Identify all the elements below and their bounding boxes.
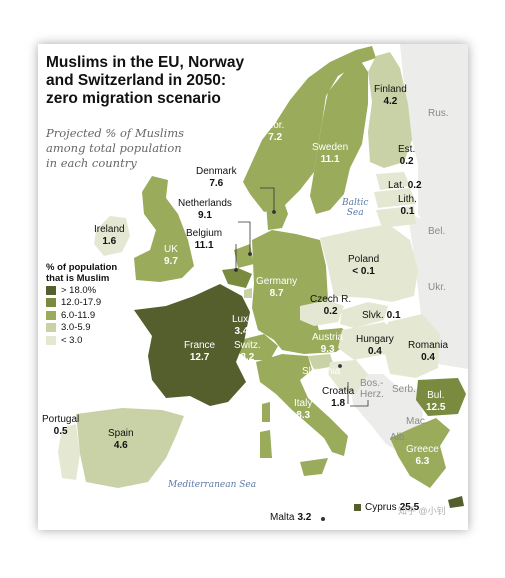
label-france: France 12.7 [184, 340, 216, 363]
country-shape-lithuania [376, 206, 416, 228]
country-shape-spain [76, 408, 184, 488]
label-czech: Czech R. 0.2 [310, 294, 352, 317]
label-germany: Germany 8.7 [256, 276, 298, 299]
country-shape-czech [300, 300, 344, 326]
country-shape-ireland [94, 216, 130, 256]
legend-label: 12.0-17.9 [61, 297, 102, 309]
map-card: Muslims in the EU, Norway and Switzerlan… [38, 44, 468, 530]
map-title: Muslims in the EU, Norway and Switzerlan… [46, 54, 245, 107]
neighbor-label-russia: Rus. [428, 108, 449, 119]
label-portugal: Portugal 0.5 [42, 414, 80, 437]
legend-swatch [46, 335, 56, 345]
neighbor-label-belarus: Bel. [428, 226, 446, 237]
legend-item: 12.0-17.9 [46, 297, 117, 310]
label-romania: Romania 0.4 [408, 340, 449, 363]
leader-lines [234, 187, 369, 407]
country-shape-slovakia [340, 302, 388, 328]
country-shape-italy [256, 354, 348, 456]
watermark: 知乎 @小钊 [398, 506, 446, 516]
label-spain: Spain 4.6 [108, 428, 134, 451]
country-shape-netherlands [234, 244, 254, 268]
label-hungary: Hungary 0.4 [356, 334, 394, 357]
cyprus-swatch [354, 504, 361, 511]
label-switzerland: Switz. 8.2 [234, 340, 261, 363]
country-shape-sweden [310, 60, 368, 214]
country-shape-france [134, 284, 250, 406]
legend-item: > 18.0% [46, 284, 117, 297]
label-sweden: Sweden 11.1 [312, 142, 349, 165]
legend-label: 3.0-5.9 [61, 322, 91, 334]
country-shape-denmark [266, 196, 288, 230]
label-ireland: Ireland 1.6 [94, 224, 125, 247]
label-austria: Austria 9.3 [312, 332, 344, 355]
label-greece: Greece 6.3 [406, 444, 439, 467]
map-subtitle: Projected % of Muslims among total popul… [46, 126, 185, 170]
legend-label: < 3.0 [61, 334, 83, 346]
neighbor-label-albania: Alb. [390, 432, 408, 443]
label-cyprus: Cyprus 25.5 [354, 502, 419, 513]
country-shape-switzerland [238, 334, 278, 360]
country-shape-poland [320, 224, 418, 302]
label-slovenia: Slovenia 4.3 [302, 366, 341, 389]
country-shape-norway [243, 46, 376, 212]
label-lithuania: Lith. 0.1 [398, 194, 417, 217]
country-shape-portugal [58, 424, 80, 480]
label-denmark: Denmark 7.6 [196, 166, 237, 189]
legend-title: % of population that is Muslim [46, 262, 118, 284]
country-shape-malta [321, 517, 325, 521]
country-shape-sardinia [260, 430, 272, 458]
label-italy: Italy 8.3 [294, 398, 313, 421]
label-malta: Malta 3.2 [270, 512, 312, 523]
country-shape-greece [390, 418, 450, 488]
country-shape-luxembourg [244, 288, 252, 298]
label-finland: Finland 4.2 [374, 84, 407, 107]
country-shape-hungary [338, 322, 398, 360]
label-croatia: Croatia 1.8 [322, 386, 355, 409]
country-shape-cyprus [448, 496, 464, 508]
legend-label: 6.0-11.9 [61, 309, 96, 321]
legend: % of population that is Muslim > 18.0% 1… [46, 262, 117, 347]
label-estonia: Est. 0.2 [398, 144, 416, 167]
legend-swatch [46, 298, 56, 308]
label-bulgaria: Bul. 12.5 [426, 390, 446, 413]
country-shape-romania [384, 314, 440, 378]
country-shape-uk [134, 176, 194, 282]
neighbor-label-macedonia: Mac. [406, 416, 428, 427]
legend-label: > 18.0% [61, 284, 97, 296]
label-belgium: Belgium 11.1 [186, 228, 223, 251]
legend-swatch [46, 310, 56, 320]
country-shape-estonia [376, 172, 410, 190]
label-netherlands: Netherlands 9.1 [178, 198, 232, 221]
country-shape-austria [274, 328, 352, 354]
label-slovakia: Slvk. 0.1 [362, 310, 401, 321]
legend-item: 3.0-5.9 [46, 322, 117, 335]
europe-map [58, 44, 468, 521]
label-luxembourg: Lux. 3.4 [232, 314, 251, 337]
legend-swatch [46, 323, 56, 333]
legend-item: < 3.0 [46, 334, 117, 347]
neighbor-label-serbia: Serb. [392, 384, 416, 395]
country-shape-russia [400, 44, 468, 244]
country-shape-croatia [328, 360, 368, 394]
country-shape-sicily [300, 458, 328, 476]
label-uk: UK 9.7 [164, 244, 178, 267]
legend-swatch [46, 285, 56, 295]
label-norway: Nor. 7.2 [266, 120, 285, 143]
country-shape-bulgaria [416, 378, 466, 416]
neighbor-label-bosnia: Bos.- Herz. [360, 378, 384, 400]
label-poland: Poland < 0.1 [348, 254, 380, 277]
legend-item: 6.0-11.9 [46, 309, 117, 322]
country-shape-finland [368, 52, 412, 168]
country-shape-latvia [374, 188, 416, 208]
sea-label-baltic: Baltic Sea [342, 198, 369, 218]
sea-label-mediterranean: Mediterranean Sea [168, 480, 257, 490]
country-shape-corsica [262, 402, 270, 422]
neighbor-label-ukraine: Ukr. [428, 282, 446, 293]
country-shape-slovenia [308, 354, 334, 370]
country-shape-belgium [222, 268, 252, 288]
label-latvia: Lat. 0.2 [388, 180, 422, 191]
